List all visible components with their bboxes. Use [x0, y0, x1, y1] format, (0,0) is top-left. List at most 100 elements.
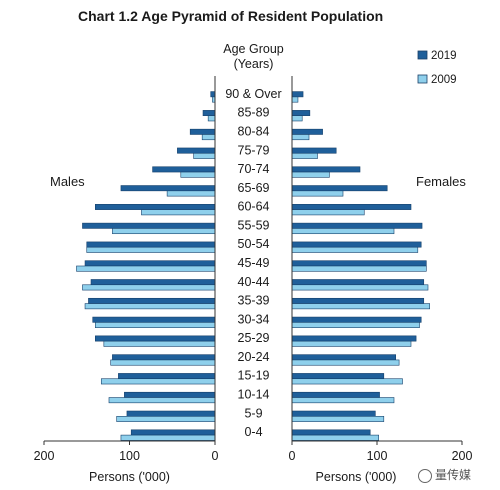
bar-female-2019-10-14 — [291, 391, 380, 398]
x-tick-label-left: 0 — [212, 449, 219, 463]
bar-male-2019-10-14 — [124, 391, 216, 398]
bar-female-2009-40-44 — [291, 284, 429, 291]
bar-male-2019-75-79 — [177, 147, 216, 154]
bar-male-2009-40-44 — [82, 284, 216, 291]
bar-female-2009-30-34 — [291, 322, 420, 328]
bar-male-2019-50-54 — [86, 241, 216, 248]
age-group-label: 65-69 — [238, 181, 270, 195]
bar-male-2009-15-19 — [100, 378, 216, 385]
bar-male-2019-45-49 — [84, 260, 216, 267]
x-tick-label-left: 100 — [119, 449, 140, 463]
bar-female-2009-90 & Over — [291, 96, 299, 103]
age-group-label: 80-84 — [238, 124, 270, 138]
age-group-label: 25-29 — [238, 331, 270, 345]
bar-female-2009-25-29 — [291, 340, 412, 347]
legend-label-2019: 2019 — [431, 50, 457, 62]
bar-female-2019-30-34 — [291, 316, 422, 323]
bar-male-2019-60-64 — [95, 204, 216, 210]
x-axis-title-left: Persons ('000) — [89, 470, 170, 484]
males-label: Males — [50, 174, 85, 189]
bar-male-2009-10-14 — [108, 397, 216, 404]
bar-male-2009-70-74 — [180, 171, 216, 178]
bar-male-2009-0-4 — [120, 434, 216, 441]
legend-swatch-2009 — [417, 74, 428, 84]
bar-male-2019-55-59 — [82, 222, 216, 229]
bar-male-2019-70-74 — [152, 166, 216, 173]
bar-female-2019-25-29 — [291, 335, 417, 342]
watermark-text: 量传媒 — [435, 468, 472, 482]
bar-male-2009-60-64 — [141, 209, 216, 216]
bar-female-2009-10-14 — [291, 397, 395, 404]
bar-female-2009-15-19 — [291, 378, 403, 385]
x-tick-label-right: 100 — [367, 449, 388, 463]
bar-female-2019-85-89 — [291, 110, 311, 116]
watermark-logo-icon — [418, 468, 432, 483]
age-group-label: 55-59 — [238, 218, 270, 232]
bar-female-2019-15-19 — [291, 373, 385, 380]
age-group-label: 70-74 — [238, 162, 270, 176]
bar-male-2009-25-29 — [103, 340, 216, 347]
age-group-label: 0-4 — [244, 425, 262, 439]
age-group-label: 15-19 — [238, 369, 270, 383]
bar-male-2009-55-59 — [112, 228, 216, 235]
bar-female-2009-85-89 — [291, 115, 303, 122]
chart-title: Chart 1.2 Age Pyramid of Resident Popula… — [78, 8, 384, 24]
bar-male-2009-50-54 — [86, 246, 216, 253]
bar-male-2019-30-34 — [92, 316, 216, 323]
bar-female-2019-65-69 — [291, 185, 388, 192]
bar-female-2019-40-44 — [291, 279, 425, 286]
age-group-label: 20-24 — [238, 350, 270, 364]
bar-male-2009-35-39 — [84, 303, 216, 310]
bar-male-2019-85-89 — [202, 110, 216, 116]
bar-male-2009-30-34 — [95, 322, 216, 328]
bar-female-2009-0-4 — [291, 434, 379, 441]
age-group-label: 45-49 — [238, 256, 270, 270]
bar-male-2019-5-9 — [126, 410, 216, 417]
bar-female-2019-55-59 — [291, 222, 423, 229]
bar-female-2019-60-64 — [291, 204, 412, 210]
bar-female-2009-45-49 — [291, 265, 427, 272]
bar-male-2019-80-84 — [189, 128, 216, 135]
x-tick-label-right: 200 — [452, 449, 473, 463]
bar-female-2019-50-54 — [291, 241, 422, 248]
bar-female-2009-60-64 — [291, 209, 365, 216]
bar-male-2019-15-19 — [118, 373, 216, 380]
age-group-label: 90 & Over — [225, 87, 281, 101]
bar-female-2019-70-74 — [291, 166, 361, 173]
bar-female-2009-65-69 — [291, 190, 344, 197]
bar-male-2009-80-84 — [201, 134, 216, 141]
bar-female-2019-20-24 — [291, 354, 396, 361]
age-group-label: 75-79 — [238, 143, 270, 157]
x-tick-label-left: 200 — [34, 449, 55, 463]
bar-male-2009-65-69 — [166, 190, 216, 197]
bar-male-2009-75-79 — [193, 152, 216, 159]
age-group-label: 30-34 — [238, 312, 270, 326]
watermark: 量传媒 — [418, 466, 471, 483]
bar-female-2009-50-54 — [291, 246, 419, 253]
bar-female-2009-80-84 — [291, 134, 310, 141]
bar-female-2009-35-39 — [291, 303, 430, 310]
bar-female-2009-70-74 — [291, 171, 330, 178]
bar-male-2009-20-24 — [110, 359, 216, 366]
x-tick-label-right: 0 — [289, 449, 296, 463]
bar-female-2019-75-79 — [291, 147, 337, 154]
bar-male-2019-40-44 — [90, 279, 216, 286]
bar-female-2019-90 & Over — [291, 91, 304, 98]
age-group-label: 10-14 — [238, 388, 270, 402]
x-axis-title-right: Persons ('000) — [316, 470, 397, 484]
bar-male-2019-35-39 — [88, 297, 216, 304]
females-label: Females — [416, 174, 466, 189]
bar-female-2009-55-59 — [291, 228, 395, 235]
age-group-label: 40-44 — [238, 275, 270, 289]
age-group-label: 35-39 — [238, 294, 270, 308]
age-group-label: 85-89 — [238, 106, 270, 120]
legend-label-2009: 2009 — [431, 74, 457, 86]
bar-male-2009-85-89 — [207, 115, 216, 122]
bar-female-2019-0-4 — [291, 429, 371, 436]
bar-male-2019-20-24 — [112, 354, 216, 361]
bar-male-2009-5-9 — [116, 416, 216, 422]
bar-female-2009-20-24 — [291, 359, 400, 366]
bar-female-2019-45-49 — [291, 260, 427, 267]
center-axis-title-line1: Age Group — [223, 42, 284, 56]
